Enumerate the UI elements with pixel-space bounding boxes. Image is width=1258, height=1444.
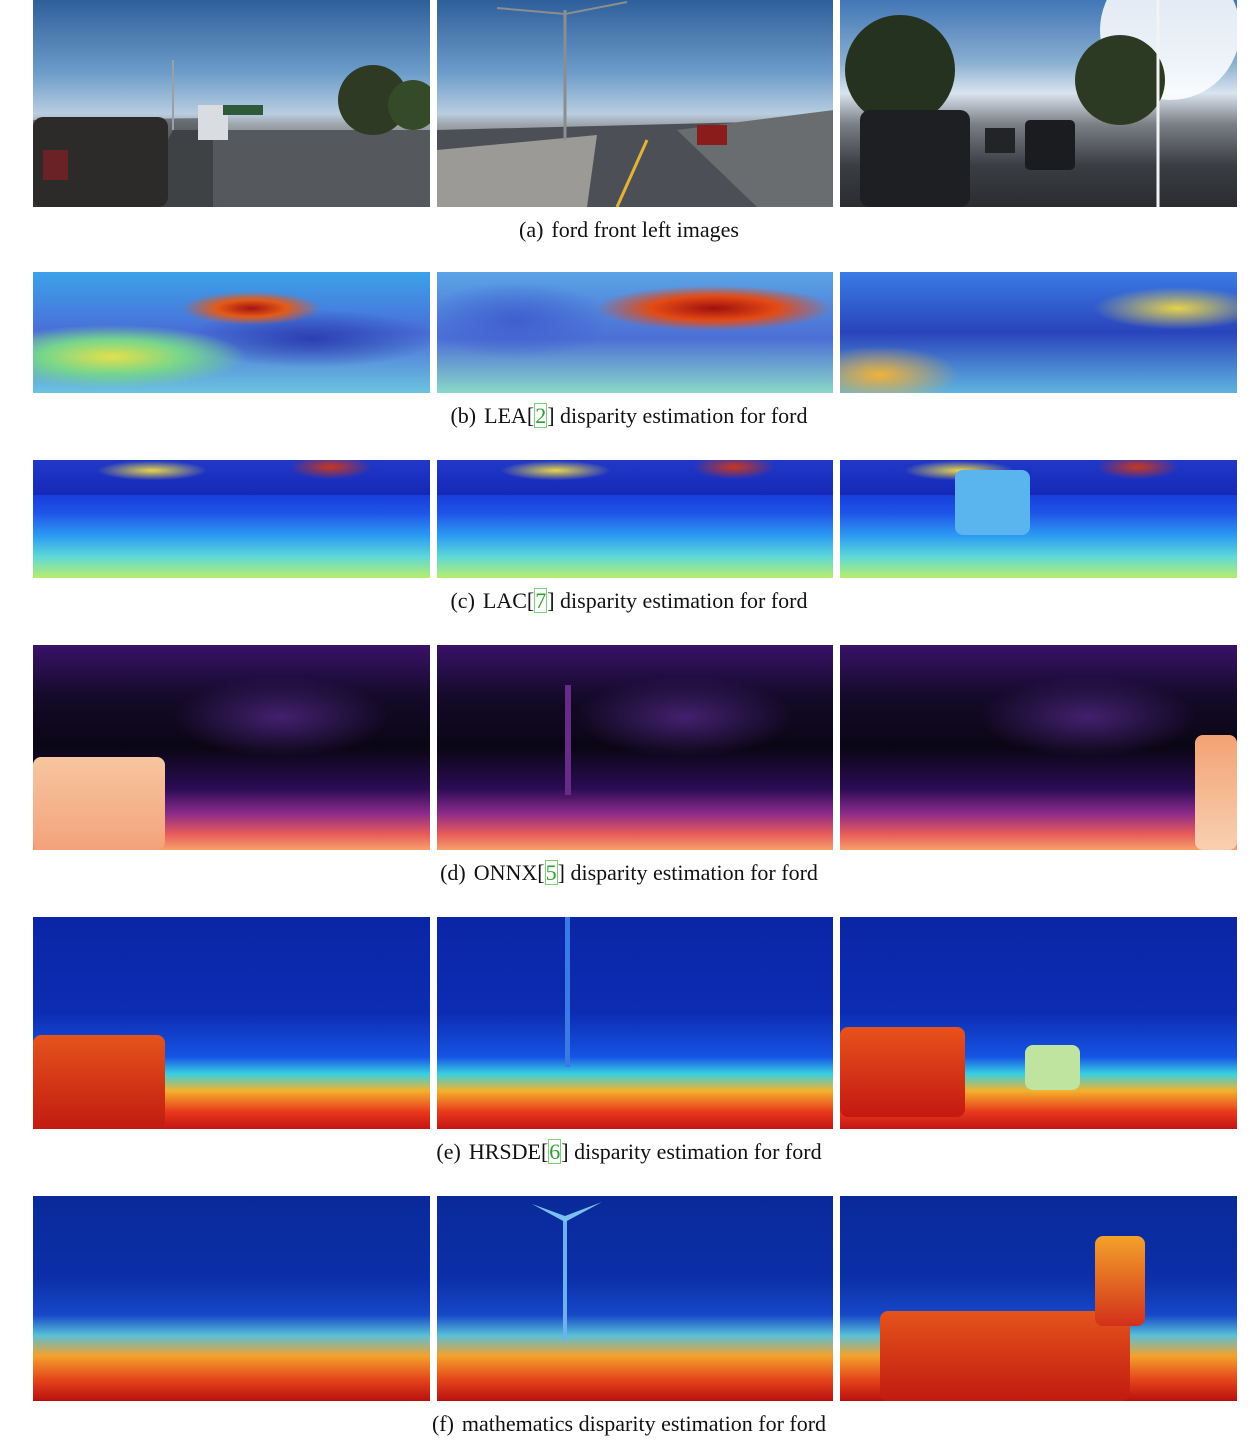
lac-disparity-map-3 <box>840 460 1238 578</box>
caption-d: (d) ONNX[5] disparity estimation for ford <box>440 860 818 885</box>
citation-link[interactable]: 2 <box>534 403 548 428</box>
citation-link[interactable]: 7 <box>534 588 548 613</box>
row-a-images <box>33 0 1238 207</box>
caption-f: (f) mathematics disparity estimation for … <box>431 1411 827 1436</box>
lea-disparity-map-2 <box>436 272 834 393</box>
math-disparity-map-3 <box>840 1196 1238 1401</box>
row-f-mathematics <box>33 1196 1238 1401</box>
math-disparity-map-1 <box>33 1196 430 1401</box>
onnx-disparity-map-2 <box>436 645 834 850</box>
row-b-lea <box>33 272 1238 393</box>
hrsde-disparity-map-2 <box>436 917 834 1129</box>
onnx-disparity-map-3 <box>840 645 1238 850</box>
lea-disparity-map-3 <box>840 272 1238 393</box>
caption-c: (c) LAC[7] disparity estimation for ford <box>450 588 808 613</box>
lac-disparity-map-1 <box>33 460 430 578</box>
citation-link[interactable]: 5 <box>544 860 558 885</box>
math-disparity-map-2 <box>436 1196 834 1401</box>
caption-b: (b) LEA[2] disparity estimation for ford <box>450 403 808 428</box>
hrsde-disparity-map-1 <box>33 917 430 1129</box>
row-d-onnx <box>33 645 1238 850</box>
lac-disparity-map-2 <box>436 460 834 578</box>
row-e-hrsde <box>33 917 1238 1129</box>
citation-link[interactable]: 6 <box>548 1139 562 1164</box>
photo-highway-truck <box>33 0 430 207</box>
caption-e: (e) HRSDE[6] disparity estimation for for… <box>436 1139 822 1164</box>
lea-disparity-map-1 <box>33 272 430 393</box>
onnx-disparity-map-1 <box>33 645 430 850</box>
photo-overpass-streetlight <box>436 0 834 207</box>
caption-a: (a) ford front left images <box>519 217 739 242</box>
row-c-lac <box>33 460 1238 578</box>
photo-traffic-sun <box>840 0 1238 207</box>
hrsde-disparity-map-3 <box>840 917 1238 1129</box>
